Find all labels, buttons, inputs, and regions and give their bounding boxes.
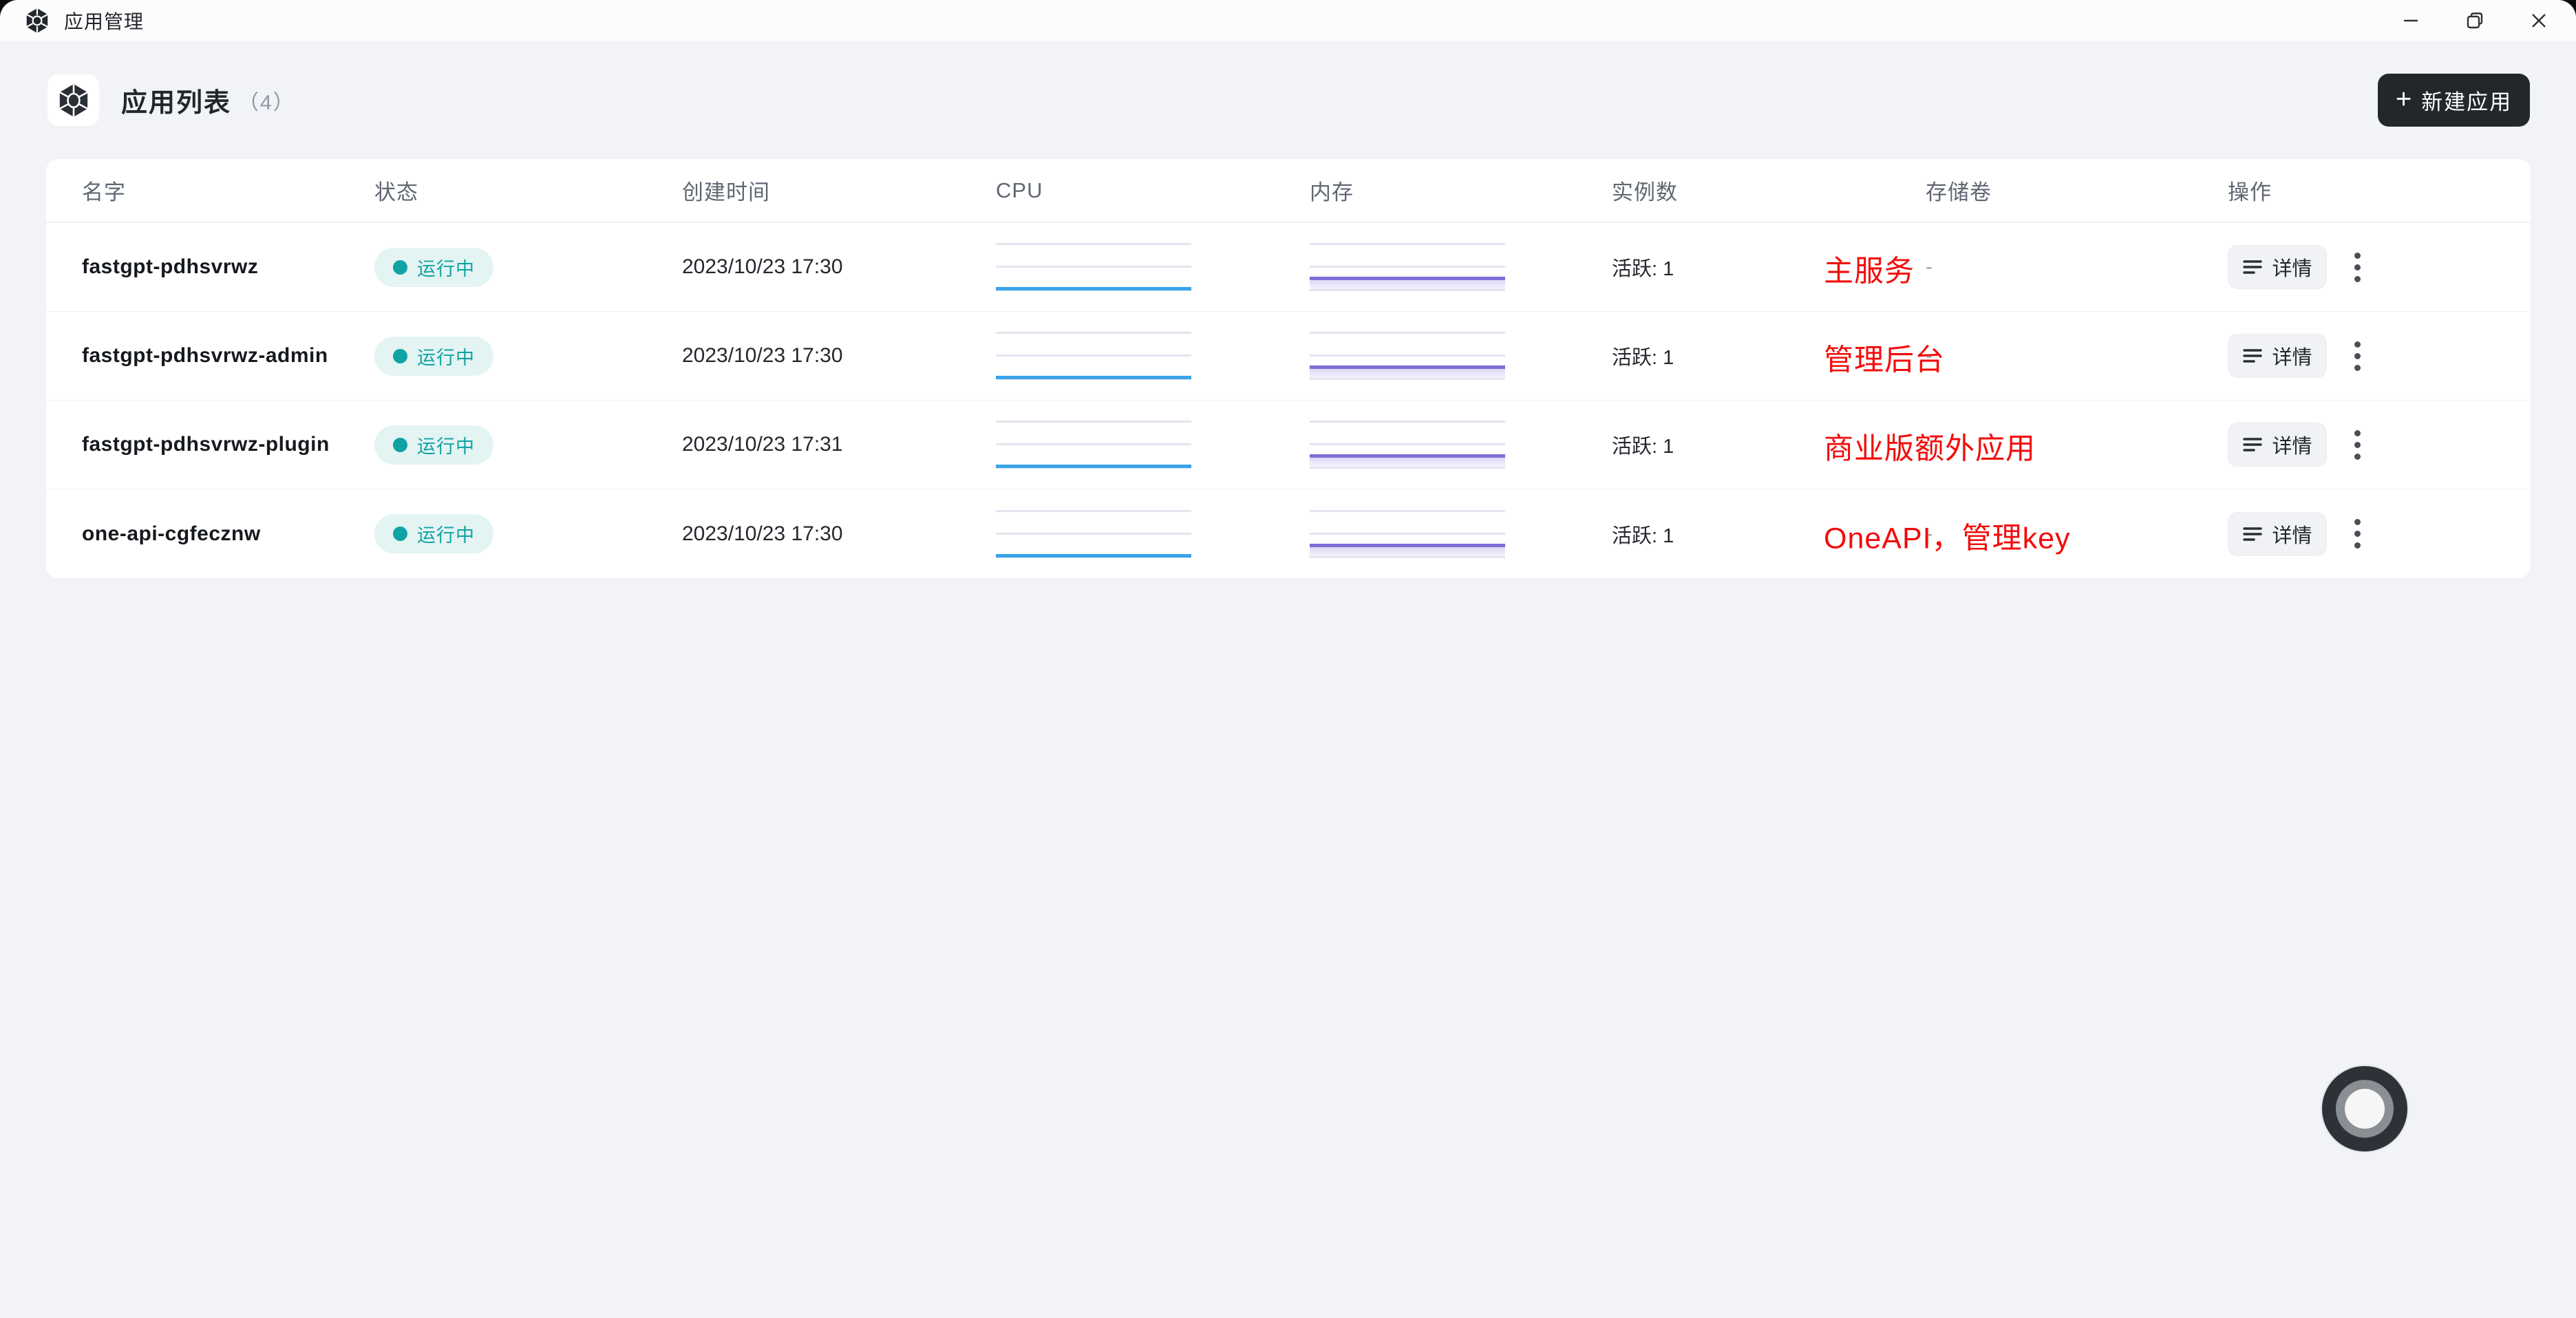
- close-button[interactable]: [2506, 0, 2570, 41]
- hexagon-gem-icon: [58, 83, 88, 117]
- status-badge: 运行中: [374, 336, 493, 376]
- storage-volume: - 管理后台: [1824, 343, 2192, 376]
- cpu-sparkline-chart: [996, 243, 1191, 291]
- storage-volume: - OneAPI，管理key: [1824, 522, 2192, 555]
- app-name: one-api-cgfecznw: [82, 522, 261, 545]
- detail-button[interactable]: 详情: [2228, 423, 2327, 467]
- more-actions-button[interactable]: [2348, 246, 2367, 289]
- app-name: fastgpt-pdhsvrwz-plugin: [82, 433, 330, 456]
- status-dot-icon: [393, 259, 407, 275]
- window-title: 应用管理: [64, 11, 145, 32]
- col-actions: 操作: [2228, 180, 2272, 204]
- more-actions-button[interactable]: [2348, 512, 2367, 555]
- created-time: 2023/10/23 17:30: [682, 344, 843, 367]
- restore-button[interactable]: [2442, 0, 2506, 41]
- donut-core: [2345, 1089, 2385, 1129]
- storage-volume: - 主服务: [1824, 255, 2192, 288]
- status-dot-icon: [393, 527, 407, 541]
- status-dot-icon: [393, 348, 407, 363]
- status-badge: 运行中: [374, 514, 493, 553]
- memory-sparkline-chart: [1310, 509, 1505, 558]
- col-instances: 实例数: [1612, 180, 1678, 204]
- status-badge: 运行中: [374, 247, 493, 287]
- app-name: fastgpt-pdhsvrwz-admin: [82, 344, 328, 367]
- cpu-sparkline-chart: [996, 421, 1191, 469]
- plus-icon: +: [2395, 83, 2412, 114]
- donut-ring: [2336, 1080, 2394, 1138]
- detail-list-icon: [2243, 349, 2263, 363]
- table-row: fastgpt-pdhsvrwz-admin 运行中 2023/10/23 17…: [46, 312, 2531, 401]
- instance-count: 活跃: 1: [1612, 347, 1674, 369]
- table-header-row: 名字 状态 创建时间 CPU 内存 实例数 存储卷 操作: [46, 159, 2531, 223]
- col-cpu: CPU: [996, 178, 1043, 202]
- app-logo-icon: [25, 8, 49, 33]
- created-time: 2023/10/23 17:30: [682, 255, 843, 278]
- col-created: 创建时间: [682, 180, 770, 204]
- detail-button[interactable]: 详情: [2228, 511, 2327, 556]
- new-app-button[interactable]: + 新建应用: [2378, 74, 2530, 127]
- app-count: （4）: [238, 91, 295, 114]
- titlebar: 应用管理: [0, 0, 2576, 41]
- col-name: 名字: [82, 180, 126, 204]
- cpu-sparkline-chart: [996, 332, 1191, 380]
- created-time: 2023/10/23 17:31: [682, 433, 843, 456]
- more-actions-button[interactable]: [2348, 334, 2367, 378]
- memory-sparkline-chart: [1310, 421, 1505, 469]
- window-controls: [2378, 0, 2570, 41]
- floating-assistant-button[interactable]: [2321, 1065, 2409, 1153]
- col-status: 状态: [374, 180, 418, 204]
- instance-count: 活跃: 1: [1612, 524, 1674, 547]
- app-name: fastgpt-pdhsvrwz: [82, 255, 259, 278]
- instance-count: 活跃: 1: [1612, 258, 1674, 280]
- app-list-logo: [47, 74, 99, 126]
- detail-list-icon: [2243, 260, 2263, 274]
- table-row: fastgpt-pdhsvrwz-plugin 运行中 2023/10/23 1…: [46, 401, 2531, 489]
- status-dot-icon: [393, 437, 407, 452]
- more-actions-button[interactable]: [2348, 423, 2367, 467]
- detail-list-icon: [2243, 527, 2263, 541]
- table-row: one-api-cgfecznw 运行中 2023/10/23 17:30 活跃…: [46, 489, 2531, 578]
- detail-list-icon: [2243, 438, 2263, 451]
- status-badge: 运行中: [374, 425, 493, 465]
- instance-count: 活跃: 1: [1612, 436, 1674, 458]
- col-storage: 存储卷: [1926, 180, 1992, 204]
- memory-sparkline-chart: [1310, 332, 1505, 380]
- detail-button[interactable]: 详情: [2228, 334, 2327, 378]
- created-time: 2023/10/23 17:30: [682, 522, 843, 545]
- col-memory: 内存: [1310, 180, 1354, 204]
- detail-button[interactable]: 详情: [2228, 245, 2327, 289]
- memory-sparkline-chart: [1310, 243, 1505, 291]
- table-row: fastgpt-pdhsvrwz 运行中 2023/10/23 17:30 活跃…: [46, 223, 2531, 312]
- minimize-button[interactable]: [2378, 0, 2442, 41]
- app-table: 名字 状态 创建时间 CPU 内存 实例数 存储卷 操作 fastgpt-pdh…: [46, 159, 2531, 578]
- page-header: 应用列表 （4） + 新建应用: [0, 41, 2576, 127]
- storage-volume: - 商业版额外应用: [1824, 432, 2192, 465]
- page-title: 应用列表: [121, 89, 232, 118]
- cpu-sparkline-chart: [996, 509, 1191, 558]
